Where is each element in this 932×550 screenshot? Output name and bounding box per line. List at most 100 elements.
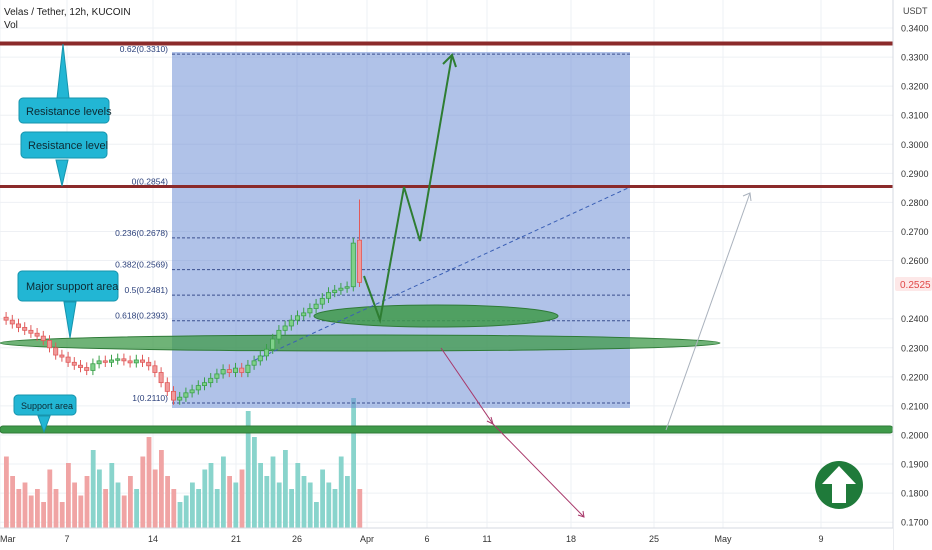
volume-bar <box>214 489 220 528</box>
fib-retracement-box[interactable] <box>172 52 630 408</box>
time-axis-background[interactable] <box>0 528 893 550</box>
candle-body <box>313 303 319 309</box>
fib-level-label: 0.618(0.2393) <box>115 311 168 321</box>
fib-levels-layer: 0.62(0.3310) 0(0.2854) 0.236(0.2678) 0.382(… <box>115 44 630 404</box>
candle-body <box>189 389 195 394</box>
volume-bar <box>152 469 158 528</box>
candle-body <box>9 319 15 325</box>
candle-body <box>251 360 257 366</box>
fib-level-label: 1(0.2110) <box>132 393 168 403</box>
candle-body <box>15 323 21 328</box>
candle-body <box>195 385 201 391</box>
gray-projection-line[interactable] <box>665 192 751 431</box>
major-support-zone[interactable] <box>0 334 721 352</box>
volume-bar <box>289 489 294 528</box>
price-tick-label: 0.3200 <box>901 82 929 92</box>
volume-bar <box>233 482 239 528</box>
volume-bar <box>314 502 319 528</box>
fib-level-label: 0.5(0.2481) <box>125 285 169 295</box>
dashed-trendline[interactable] <box>254 187 629 361</box>
volume-bar <box>332 489 338 528</box>
price-tick-label: 0.1800 <box>901 489 929 499</box>
time-tick-label: 21 <box>231 534 241 544</box>
candle-body <box>208 377 214 384</box>
fib-support-ellipse[interactable] <box>313 304 559 328</box>
volume-bar <box>134 489 139 528</box>
price-tick-label: 0.1700 <box>901 518 929 528</box>
candle-body <box>164 382 170 392</box>
time-tick-label: 18 <box>566 534 576 544</box>
volume-bar <box>264 476 270 528</box>
volume-bar <box>115 482 121 528</box>
support-area-callout[interactable] <box>13 394 77 416</box>
price-axis-background[interactable] <box>893 0 932 550</box>
volume-bar <box>252 437 257 528</box>
candle-body <box>177 396 183 401</box>
time-tick-label: 6 <box>424 534 429 544</box>
price-tick-label: 0.2100 <box>901 401 929 411</box>
candle-body <box>90 363 96 371</box>
candle-body <box>3 316 9 321</box>
candle-body <box>34 332 40 337</box>
volume-bar <box>283 450 288 528</box>
resistance-level-callout[interactable] <box>20 131 108 159</box>
fib-level-label: 0.236(0.2678) <box>115 228 168 238</box>
volume-bar <box>295 463 301 528</box>
price-tick-label: 0.1900 <box>901 460 929 470</box>
currency-label: USDT <box>903 6 928 16</box>
candle-body <box>232 367 238 373</box>
fib-level-label: 0.382(0.2569) <box>115 260 168 270</box>
resistance-levels-callout[interactable] <box>18 97 110 124</box>
fib-level-label: 0.62(0.3310) <box>120 44 168 54</box>
volume-bar <box>326 482 332 528</box>
volume-bar <box>196 489 201 528</box>
price-tick-label: 0.3100 <box>901 111 929 121</box>
volume-bar <box>28 495 34 528</box>
price-tick-label: 0.3300 <box>901 53 929 63</box>
candle-body <box>301 312 307 317</box>
candle-layer <box>3 199 362 405</box>
up-arrow-icon <box>815 461 863 509</box>
candle-body <box>344 286 350 289</box>
candle-body <box>338 287 344 291</box>
volume-bar <box>301 476 307 528</box>
candle-body <box>257 355 263 362</box>
volume-bar <box>97 469 102 528</box>
volume-bar <box>270 456 276 528</box>
resistance-line-top[interactable] <box>0 41 893 46</box>
volume-bar <box>221 456 226 528</box>
time-tick-label: Apr <box>360 534 374 544</box>
candle-body <box>356 239 362 283</box>
volume-bar <box>183 495 189 528</box>
volume-bar <box>190 482 195 528</box>
volume-bar <box>66 463 71 528</box>
bullish-arrowhead <box>442 53 457 68</box>
bullish-projection-path[interactable] <box>363 54 453 324</box>
time-tick-label: 25 <box>649 534 659 544</box>
candle-body <box>53 347 59 356</box>
resistance-line-main[interactable] <box>0 185 893 188</box>
candle-body <box>121 358 127 362</box>
price-tick-label: 0.2300 <box>901 343 929 353</box>
bearish-arrowhead-2 <box>577 510 585 518</box>
candle-body <box>263 348 269 357</box>
price-tick-label: 0.2900 <box>901 169 929 179</box>
candle-body <box>71 361 77 366</box>
candle-body <box>78 364 84 368</box>
support-area-text: Support area <box>21 401 73 411</box>
candle-body <box>146 361 152 367</box>
candle-body <box>152 365 158 373</box>
candle-body <box>115 358 121 361</box>
volume-bar <box>121 495 127 528</box>
current-price-label: 0.2525 <box>900 280 931 291</box>
volume-bar <box>59 502 65 528</box>
volume-bar <box>227 476 232 528</box>
support-area-callout-stem <box>37 415 51 434</box>
major-support-callout[interactable] <box>17 270 119 302</box>
candle-body <box>201 382 207 386</box>
candle-body <box>214 373 220 379</box>
volume-bar <box>159 450 164 528</box>
candle-body <box>350 242 356 288</box>
support-area-line[interactable] <box>0 425 894 434</box>
